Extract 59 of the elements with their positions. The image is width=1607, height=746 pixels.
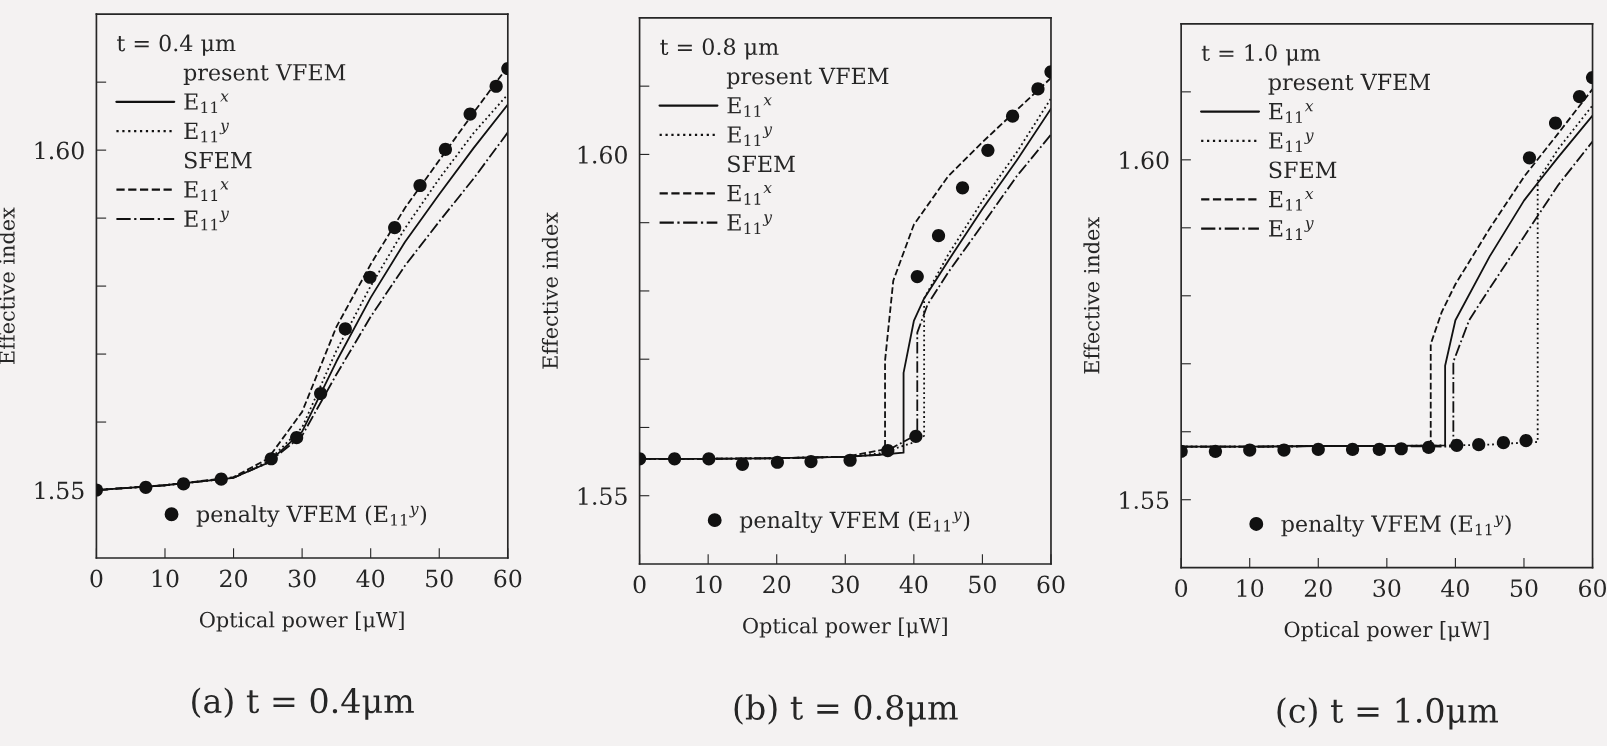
x-tick-label: 0 (633, 575, 646, 594)
x-tick-label: 10 (152, 569, 179, 588)
y-tick-label: 1.60 (35, 141, 84, 160)
x-tick-label: 10 (1237, 579, 1264, 598)
legend-label: E$_{11}$$^{y}$ (1269, 220, 1314, 240)
x-tick-label: 30 (288, 569, 316, 588)
legend-label: E$_{11}$$^{y}$ (727, 126, 773, 147)
legend-title: t = 0.8 μm (660, 38, 779, 60)
legend-label: penalty VFEM (E$_{11}$$^{y}$) (1281, 514, 1511, 537)
x-tick-label: 0 (90, 569, 103, 588)
legend-label: E$_{11}$$^{x}$ (184, 93, 229, 114)
x-tick-label: 50 (969, 575, 996, 594)
legend-label: E$_{11}$$^{x}$ (727, 184, 772, 205)
annotation: present VFEM (726, 67, 889, 89)
x-axis-title: Optical power [μW] (743, 617, 947, 638)
legend-title: t = 1.0 μm (1201, 44, 1321, 66)
y-axis-title: Effective index (1083, 217, 1100, 374)
x-tick-label: 40 (356, 569, 385, 588)
x-axis-title: Optical power [μW] (1284, 621, 1489, 642)
annotation: present VFEM (1268, 73, 1430, 95)
legend-label: E$_{11}$$^{x}$ (727, 97, 772, 117)
x-tick-label: 10 (696, 575, 722, 594)
legend-title: t = 0.4 μm (117, 34, 236, 56)
text: (a) t = 0.4μm (192, 687, 414, 720)
x-tick-label: 20 (1304, 579, 1332, 598)
legend-label: penalty VFEM (E$_{11}$$^{y}$) (739, 511, 970, 533)
text: (b) t = 0.8μm (734, 694, 958, 727)
legend-label: E$_{11}$$^{x}$ (1269, 103, 1314, 123)
legend-label: E$_{11}$$^{x}$ (1269, 190, 1314, 211)
text: (c) t = 1.0μm (1277, 697, 1498, 730)
x-tick-label: 50 (1510, 579, 1538, 598)
x-tick-label: 40 (899, 575, 928, 594)
x-tick-label: 30 (1373, 579, 1401, 598)
x-tick-label: 20 (220, 569, 247, 588)
y-tick-label: 1.55 (35, 481, 84, 500)
legend-label: penalty VFEM (E$_{11}$$^{y}$) (196, 505, 427, 527)
y-axis-title: Effective index (541, 212, 558, 369)
x-tick-label: 60 (1037, 575, 1065, 594)
x-tick-label: 30 (832, 575, 859, 594)
x-tick-label: 40 (1441, 579, 1469, 598)
y-tick-label: 1.55 (578, 487, 627, 506)
legend-label: E$_{11}$$^{y}$ (184, 210, 230, 231)
y-tick-label: 1.60 (1120, 151, 1169, 170)
x-tick-label: 50 (426, 569, 453, 588)
y-tick-label: 1.60 (578, 145, 627, 164)
annotation: SFEM (728, 155, 795, 173)
annotation: SFEM (1269, 161, 1337, 179)
legend-label: E$_{11}$$^{y}$ (727, 214, 773, 234)
x-tick-label: 60 (494, 569, 522, 588)
y-tick-label: 1.55 (1120, 491, 1169, 510)
legend-label: E$_{11}$$^{x}$ (184, 181, 229, 201)
annotation: SFEM (184, 151, 252, 169)
legend-label: E$_{11}$$^{y}$ (1269, 132, 1314, 153)
x-tick-label: 20 (763, 575, 791, 594)
x-tick-label: 0 (1175, 579, 1188, 598)
x-axis-title: Optical power [μW] (199, 611, 404, 632)
x-tick-label: 60 (1579, 579, 1606, 598)
legend-label: E$_{11}$$^{y}$ (184, 122, 230, 143)
annotation: present VFEM (183, 64, 346, 85)
